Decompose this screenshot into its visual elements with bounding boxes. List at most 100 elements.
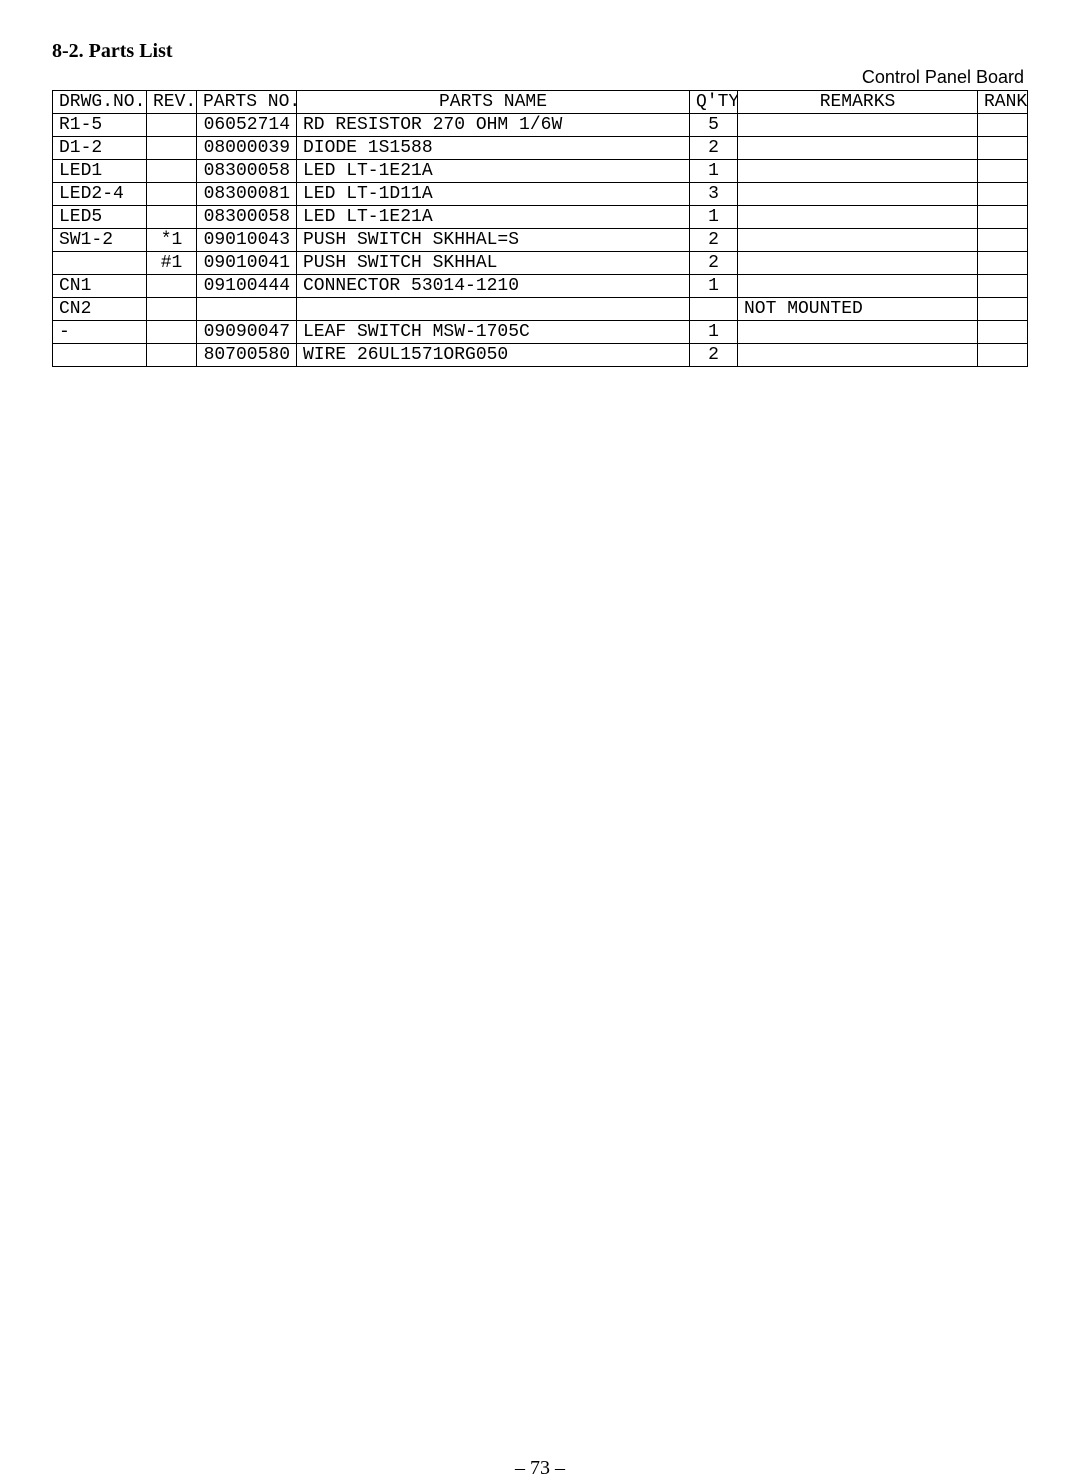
- table-row: CN1 09100444CONNECTOR 53014-12101: [53, 275, 1028, 298]
- cell-rank: [978, 137, 1028, 160]
- col-header-rank: RANK: [978, 91, 1028, 114]
- cell-remarks: [738, 321, 978, 344]
- table-row: LED1 08300058LED LT-1E21A1: [53, 160, 1028, 183]
- cell-parts-no: 06052714: [197, 114, 297, 137]
- cell-remarks: NOT MOUNTED: [738, 298, 978, 321]
- cell-rank: [978, 252, 1028, 275]
- cell-remarks: [738, 160, 978, 183]
- cell-rank: [978, 229, 1028, 252]
- cell-rev: [147, 183, 197, 206]
- table-header-row: DRWG.NO. REV. PARTS NO. PARTS NAME Q'TY …: [53, 91, 1028, 114]
- cell-remarks: [738, 344, 978, 367]
- cell-qty: 5: [690, 114, 738, 137]
- section-title: 8-2. Parts List: [52, 40, 1028, 63]
- cell-rev: *1: [147, 229, 197, 252]
- cell-parts-name: PUSH SWITCH SKHHAL: [297, 252, 690, 275]
- cell-rev: [147, 137, 197, 160]
- cell-parts-name: LED LT-1E21A: [297, 160, 690, 183]
- cell-parts-no: 09090047: [197, 321, 297, 344]
- cell-drwg: R1-5: [53, 114, 147, 137]
- col-header-name: PARTS NAME: [297, 91, 690, 114]
- cell-qty: 2: [690, 229, 738, 252]
- col-header-qty: Q'TY: [690, 91, 738, 114]
- cell-qty: 2: [690, 137, 738, 160]
- cell-qty: 1: [690, 160, 738, 183]
- cell-drwg: D1-2: [53, 137, 147, 160]
- table-row: D1-2 08000039DIODE 1S15882: [53, 137, 1028, 160]
- cell-drwg: -: [53, 321, 147, 344]
- col-header-remarks: REMARKS: [738, 91, 978, 114]
- page: 8-2. Parts List Control Panel Board DRWG…: [0, 0, 1080, 1480]
- cell-rev: [147, 344, 197, 367]
- cell-drwg: SW1-2: [53, 229, 147, 252]
- cell-rank: [978, 344, 1028, 367]
- cell-drwg: [53, 252, 147, 275]
- cell-remarks: [738, 183, 978, 206]
- cell-parts-name: CONNECTOR 53014-1210: [297, 275, 690, 298]
- table-row: SW1-2*109010043PUSH SWITCH SKHHAL=S2: [53, 229, 1028, 252]
- cell-parts-no: 09010043: [197, 229, 297, 252]
- cell-parts-no: 08000039: [197, 137, 297, 160]
- page-footer: – 73 –: [52, 1457, 1028, 1480]
- cell-parts-name: LED LT-1E21A: [297, 206, 690, 229]
- cell-qty: 1: [690, 206, 738, 229]
- cell-rank: [978, 321, 1028, 344]
- cell-drwg: CN2: [53, 298, 147, 321]
- cell-parts-name: WIRE 26UL1571ORG050: [297, 344, 690, 367]
- cell-rev: [147, 206, 197, 229]
- cell-remarks: [738, 206, 978, 229]
- cell-remarks: [738, 275, 978, 298]
- table-body: R1-506052714RD RESISTOR 270 OHM 1/6W5D1-…: [53, 114, 1028, 367]
- cell-rev: #1: [147, 252, 197, 275]
- cell-rank: [978, 206, 1028, 229]
- cell-remarks: [738, 114, 978, 137]
- cell-rev: [147, 160, 197, 183]
- cell-parts-no: 80700580: [197, 344, 297, 367]
- cell-rev: [147, 275, 197, 298]
- col-header-drwg: DRWG.NO.: [53, 91, 147, 114]
- cell-drwg: LED1: [53, 160, 147, 183]
- table-row: #109010041PUSH SWITCH SKHHAL2: [53, 252, 1028, 275]
- cell-remarks: [738, 229, 978, 252]
- col-header-parts-no: PARTS NO.: [197, 91, 297, 114]
- table-row: R1-506052714RD RESISTOR 270 OHM 1/6W5: [53, 114, 1028, 137]
- cell-parts-no: 08300058: [197, 206, 297, 229]
- col-header-rev: REV.: [147, 91, 197, 114]
- cell-qty: 2: [690, 344, 738, 367]
- cell-rev: [147, 321, 197, 344]
- cell-qty: 1: [690, 275, 738, 298]
- cell-remarks: [738, 137, 978, 160]
- cell-drwg: LED2-4: [53, 183, 147, 206]
- parts-table: DRWG.NO. REV. PARTS NO. PARTS NAME Q'TY …: [52, 90, 1028, 367]
- cell-parts-name: [297, 298, 690, 321]
- cell-drwg: LED5: [53, 206, 147, 229]
- table-row: LED5 08300058LED LT-1E21A1: [53, 206, 1028, 229]
- cell-parts-name: DIODE 1S1588: [297, 137, 690, 160]
- cell-parts-no: 08300058: [197, 160, 297, 183]
- cell-parts-no: 09100444: [197, 275, 297, 298]
- cell-rank: [978, 298, 1028, 321]
- cell-rank: [978, 275, 1028, 298]
- cell-parts-no: 09010041: [197, 252, 297, 275]
- cell-remarks: [738, 252, 978, 275]
- cell-rank: [978, 160, 1028, 183]
- cell-qty: 1: [690, 321, 738, 344]
- table-row: LED2-4 08300081LED LT-1D11A3: [53, 183, 1028, 206]
- cell-drwg: [53, 344, 147, 367]
- table-row: - 09090047LEAF SWITCH MSW-1705C1: [53, 321, 1028, 344]
- cell-rank: [978, 114, 1028, 137]
- cell-rev: [147, 114, 197, 137]
- cell-drwg: CN1: [53, 275, 147, 298]
- table-row: 80700580WIRE 26UL1571ORG0502: [53, 344, 1028, 367]
- cell-parts-no: [197, 298, 297, 321]
- cell-parts-name: LEAF SWITCH MSW-1705C: [297, 321, 690, 344]
- cell-parts-no: 08300081: [197, 183, 297, 206]
- table-row: CN2 NOT MOUNTED: [53, 298, 1028, 321]
- cell-qty: 3: [690, 183, 738, 206]
- cell-qty: 2: [690, 252, 738, 275]
- cell-qty: [690, 298, 738, 321]
- cell-parts-name: PUSH SWITCH SKHHAL=S: [297, 229, 690, 252]
- cell-rank: [978, 183, 1028, 206]
- cell-parts-name: LED LT-1D11A: [297, 183, 690, 206]
- cell-rev: [147, 298, 197, 321]
